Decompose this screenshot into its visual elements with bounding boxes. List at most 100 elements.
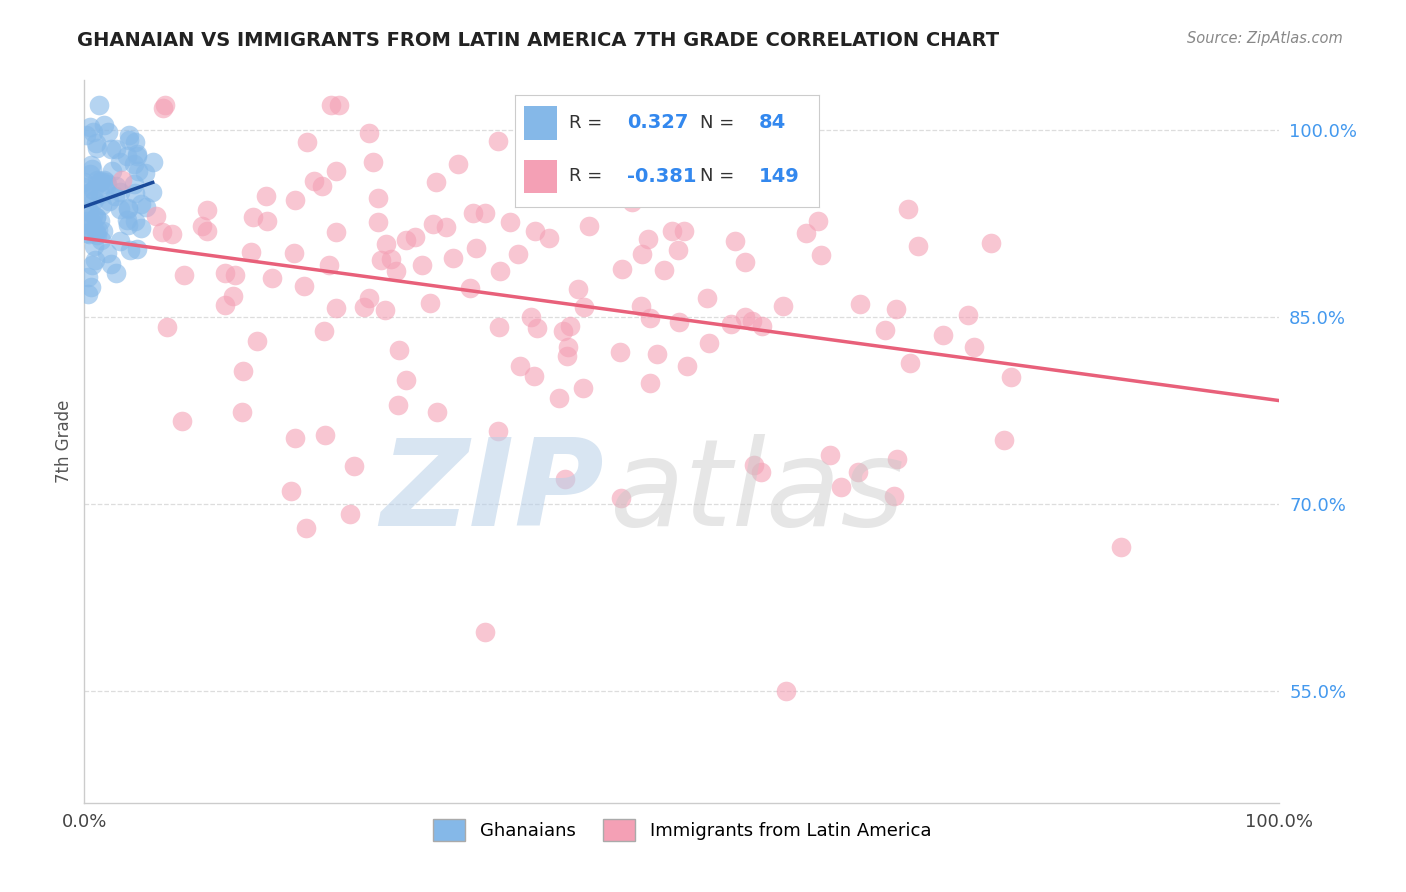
- Point: [319, 98, 342, 112]
- Point: [312, 324, 335, 338]
- Point: [486, 424, 509, 438]
- Point: [118, 128, 141, 142]
- Point: [295, 136, 318, 150]
- Point: [583, 127, 606, 141]
- Point: [127, 149, 149, 163]
- Point: [631, 247, 654, 261]
- Point: [73, 180, 96, 194]
- Point: [77, 186, 100, 200]
- Point: [526, 321, 548, 335]
- Point: [886, 452, 908, 467]
- Point: [260, 270, 283, 285]
- Text: ZIP: ZIP: [381, 434, 605, 550]
- Point: [115, 212, 138, 227]
- Point: [993, 434, 1015, 448]
- Point: [76, 214, 98, 228]
- Point: [284, 431, 307, 445]
- Point: [117, 148, 139, 162]
- Point: [640, 311, 662, 326]
- Point: [86, 141, 108, 155]
- Point: [108, 155, 131, 169]
- Point: [98, 194, 121, 209]
- Point: [488, 320, 510, 334]
- Point: [118, 133, 141, 147]
- Point: [897, 202, 920, 216]
- Point: [458, 281, 481, 295]
- Point: [374, 303, 396, 318]
- Point: [153, 98, 176, 112]
- Point: [173, 268, 195, 282]
- Point: [96, 175, 118, 189]
- Point: [214, 266, 236, 280]
- Point: [79, 167, 101, 181]
- Point: [508, 246, 530, 260]
- Point: [80, 280, 103, 294]
- Point: [314, 427, 336, 442]
- Point: [873, 324, 896, 338]
- Point: [87, 222, 110, 236]
- Point: [117, 202, 139, 216]
- Point: [883, 489, 905, 503]
- Point: [609, 344, 631, 359]
- Point: [76, 226, 98, 240]
- Point: [749, 465, 772, 479]
- Point: [610, 491, 633, 505]
- Point: [980, 235, 1002, 250]
- Point: [82, 183, 104, 197]
- Point: [124, 136, 146, 150]
- Point: [150, 225, 173, 239]
- Point: [134, 166, 156, 180]
- Point: [84, 225, 107, 239]
- Point: [110, 202, 132, 217]
- Point: [256, 214, 278, 228]
- Point: [318, 258, 340, 272]
- Point: [395, 373, 418, 387]
- Point: [647, 152, 669, 166]
- Point: [359, 291, 381, 305]
- Point: [283, 246, 305, 260]
- Point: [675, 359, 697, 373]
- Point: [325, 225, 347, 239]
- Point: [96, 177, 118, 191]
- Point: [395, 233, 418, 247]
- Point: [83, 239, 105, 253]
- Point: [76, 199, 98, 213]
- Point: [523, 224, 546, 238]
- Point: [125, 147, 148, 161]
- Point: [108, 185, 131, 199]
- Point: [666, 243, 689, 257]
- Point: [100, 257, 122, 271]
- Point: [89, 175, 111, 189]
- Point: [339, 507, 361, 521]
- Point: [385, 264, 408, 278]
- Point: [89, 214, 111, 228]
- Point: [145, 210, 167, 224]
- Point: [197, 224, 219, 238]
- Point: [231, 405, 253, 419]
- Point: [1000, 370, 1022, 384]
- Point: [256, 189, 278, 203]
- Point: [75, 128, 97, 143]
- Point: [152, 101, 174, 115]
- Point: [79, 203, 101, 218]
- Point: [474, 624, 496, 639]
- Point: [84, 211, 107, 225]
- Point: [82, 208, 104, 222]
- Point: [645, 347, 668, 361]
- Point: [93, 173, 115, 187]
- Point: [124, 186, 146, 201]
- Point: [522, 368, 544, 383]
- Point: [79, 120, 101, 134]
- Point: [884, 301, 907, 316]
- Text: GHANAIAN VS IMMIGRANTS FROM LATIN AMERICA 7TH GRADE CORRELATION CHART: GHANAIAN VS IMMIGRANTS FROM LATIN AMERIC…: [77, 31, 1000, 50]
- Point: [84, 252, 107, 267]
- Point: [818, 448, 841, 462]
- Point: [302, 174, 325, 188]
- Point: [558, 318, 581, 333]
- Point: [214, 298, 236, 312]
- Point: [80, 158, 103, 172]
- Y-axis label: 7th Grade: 7th Grade: [55, 400, 73, 483]
- Point: [93, 118, 115, 132]
- Point: [75, 217, 97, 231]
- Point: [127, 163, 149, 178]
